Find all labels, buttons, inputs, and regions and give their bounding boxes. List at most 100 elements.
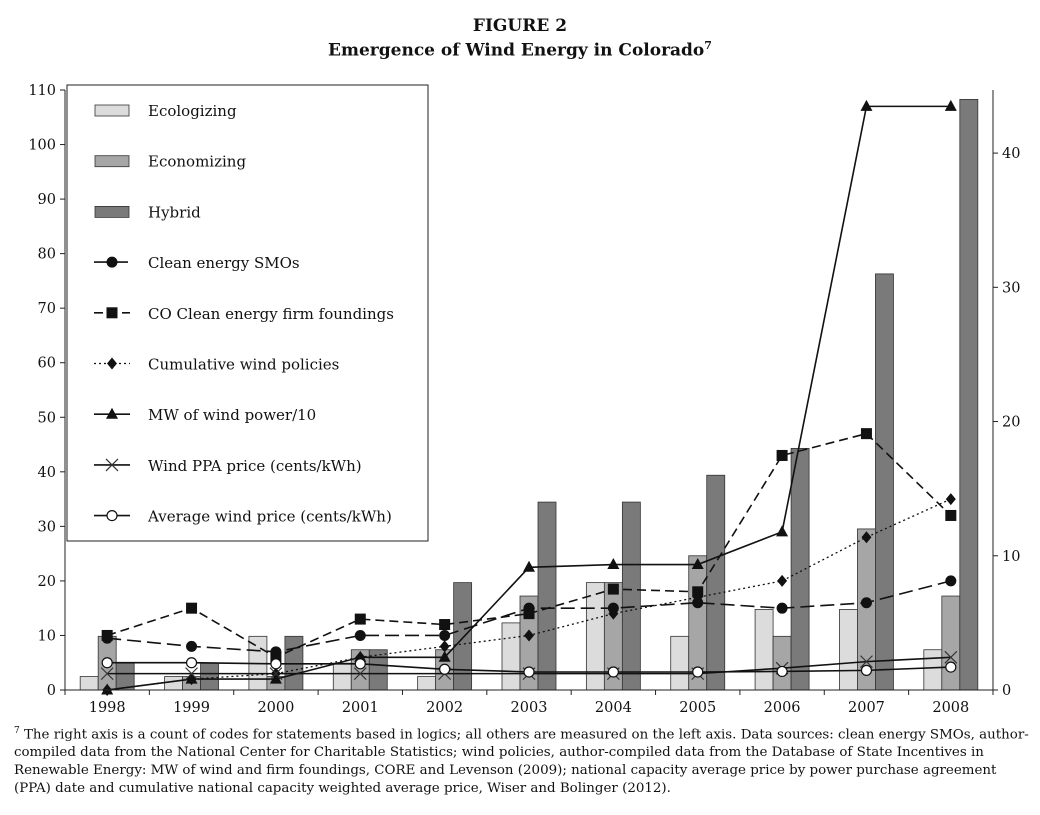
point-mw-of-wind-power-10-2000 (269, 672, 282, 684)
point-wind-ppa-price-cents-kwh-2007-stroke-b (860, 655, 873, 669)
legend-entry-average-wind-price-cents-kwh-marker-shape (106, 509, 118, 522)
bar-hybrid-2004 (621, 501, 641, 691)
right-tick-label-40: 40 (1002, 146, 1020, 162)
legend-entry-mw-of-wind-power-10-marker-shape (106, 407, 118, 419)
point-mw-of-wind-power-10-2006 (776, 525, 789, 537)
left-tick-label-0: 0 (47, 683, 56, 699)
point-cumulative-wind-policies-2006 (777, 574, 788, 587)
point-average-wind-price-cents-kwh-2006 (776, 665, 788, 678)
right-tick-label-20: 20 (1002, 415, 1020, 431)
legend-entry-hybrid-label: Hybrid (148, 203, 201, 221)
bar-economizing-2006 (772, 635, 792, 691)
x-tick-label-2005: 2005 (679, 700, 716, 715)
point-clean-energy-smos-2002-shape (439, 629, 451, 641)
point-wind-ppa-price-cents-kwh-1999-stroke-b (185, 667, 198, 681)
point-cumulative-wind-policies-2002 (439, 640, 450, 653)
x-tick-label-2008: 2008 (932, 700, 969, 715)
point-mw-of-wind-power-10-2001 (354, 650, 367, 662)
point-average-wind-price-cents-kwh-2006-shape (776, 665, 788, 678)
point-average-wind-price-cents-kwh-1998-shape (101, 657, 113, 669)
point-mw-of-wind-power-10-2008 (944, 99, 957, 111)
bar-hybrid-2008 (959, 98, 979, 691)
point-mw-of-wind-power-10-2000-shape (269, 672, 282, 684)
point-cumulative-wind-policies-2005 (692, 591, 703, 604)
point-average-wind-price-cents-kwh-2000 (270, 658, 282, 670)
legend-entry-clean-energy-smos-marker (106, 256, 118, 268)
point-average-wind-price-cents-kwh-2004 (607, 666, 619, 678)
legend-entry-economizing-label: Economizing (148, 153, 246, 171)
left-tick-label-60: 60 (38, 356, 56, 372)
bar-ecologizing-2008 (923, 649, 943, 691)
point-average-wind-price-cents-kwh-1999 (185, 657, 198, 669)
x-tick-label-1998: 1998 (89, 700, 126, 715)
bar-economizing-2008 (941, 595, 961, 691)
point-mw-of-wind-power-10-2002-shape (438, 650, 451, 662)
point-clean-energy-smos-2008-shape (945, 575, 957, 587)
point-mw-of-wind-power-10-2006-shape (776, 525, 789, 537)
point-co-clean-energy-firm-foundings-1998 (101, 629, 113, 641)
legend-entry-average-wind-price-cents-kwh: Average wind price (cents/kWh) (94, 508, 392, 526)
legend-entry-average-wind-price-cents-kwh-label: Average wind price (cents/kWh) (147, 508, 392, 526)
legend-entry-co-clean-energy-firm-foundings: CO Clean energy firm foundings (94, 305, 394, 323)
point-average-wind-price-cents-kwh-2008-shape (945, 661, 957, 673)
point-co-clean-energy-firm-foundings-2002 (439, 619, 451, 631)
footnote-text: The right axis is a count of codes for s… (14, 727, 1029, 797)
point-wind-ppa-price-cents-kwh-2000 (269, 667, 283, 681)
point-mw-of-wind-power-10-2007-shape (860, 99, 873, 111)
x-tick-label-2006: 2006 (764, 700, 801, 715)
point-clean-energy-smos-2007-shape (860, 597, 872, 609)
point-mw-of-wind-power-10-2003-shape (523, 560, 535, 572)
point-mw-of-wind-power-10-2005 (691, 558, 704, 570)
legend-entry-hybrid-swatch (94, 205, 130, 218)
point-average-wind-price-cents-kwh-1998 (101, 657, 113, 669)
point-co-clean-energy-firm-foundings-2006-shape (776, 449, 788, 461)
point-cumulative-wind-policies-2007 (861, 531, 872, 544)
legend-entry-cumulative-wind-policies-label: Cumulative wind policies (148, 356, 339, 374)
point-cumulative-wind-policies-2008 (945, 493, 956, 506)
point-wind-ppa-price-cents-kwh-2008-stroke-b (944, 650, 958, 664)
point-average-wind-price-cents-kwh-2005 (692, 666, 704, 678)
point-wind-ppa-price-cents-kwh-2007 (860, 655, 873, 669)
x-tick-label-2007: 2007 (848, 700, 885, 715)
x-tick-label-2002: 2002 (426, 700, 463, 715)
legend: Ecologizing Economizing Hybrid Clean energy… (66, 84, 429, 542)
legend-entry-ecologizing-swatch (94, 104, 130, 117)
right-tick-label-30: 30 (1002, 280, 1020, 296)
point-wind-ppa-price-cents-kwh-1999 (185, 667, 198, 681)
point-clean-energy-smos-2001 (354, 629, 366, 641)
legend-entry-average-wind-price-cents-kwh-marker (106, 509, 118, 522)
point-co-clean-energy-firm-foundings-2004 (607, 583, 619, 595)
point-average-wind-price-cents-kwh-2002-shape (439, 663, 451, 675)
point-cumulative-wind-policies-2005-shape (692, 591, 703, 604)
point-cumulative-wind-policies-2008-shape (945, 493, 956, 506)
point-wind-ppa-price-cents-kwh-2001-stroke-b (353, 667, 367, 681)
point-clean-energy-smos-1999 (186, 640, 198, 652)
point-wind-ppa-price-cents-kwh-2001 (353, 667, 367, 681)
legend-entry-wind-ppa-price-cents-kwh-marker (105, 458, 119, 472)
bar-ecologizing-1998 (79, 676, 99, 691)
right-tick-label-0: 0 (1002, 683, 1011, 699)
x-tick-label-2004: 2004 (595, 700, 632, 715)
point-average-wind-price-cents-kwh-2002 (439, 663, 451, 675)
point-mw-of-wind-power-10-1999-shape (185, 672, 198, 684)
legend-entry-co-clean-energy-firm-foundings-label: CO Clean energy firm foundings (148, 305, 394, 323)
point-clean-energy-smos-2002 (439, 629, 451, 641)
bar-ecologizing-2001 (332, 662, 352, 691)
left-tick-label-40: 40 (38, 465, 56, 481)
axes-layer: 0 10 20 30 40 50 60 70 80 90 100 110 0 10 20 30 40 1998 19… (28, 83, 1020, 715)
legend-entry-economizing-swatch (94, 155, 130, 168)
point-mw-of-wind-power-10-1998 (101, 683, 114, 695)
point-average-wind-price-cents-kwh-2001 (354, 658, 366, 670)
x-tick-label-2001: 2001 (342, 700, 379, 715)
bar-hybrid-2006 (790, 447, 810, 691)
figure-label: FIGURE 2 (472, 16, 568, 36)
point-wind-ppa-price-cents-kwh-2008 (944, 650, 958, 664)
point-co-clean-energy-firm-foundings-2000-shape (270, 651, 282, 663)
left-tick-label-70: 70 (38, 301, 56, 317)
point-average-wind-price-cents-kwh-2003-shape (523, 666, 535, 678)
right-tick-label-10: 10 (1002, 549, 1020, 565)
legend-entry-mw-of-wind-power-10-marker (106, 407, 118, 419)
point-wind-ppa-price-cents-kwh-2000-stroke-b (269, 667, 283, 681)
point-mw-of-wind-power-10-2002 (438, 650, 451, 662)
figure-title: Emergence of Wind Energy in Colorado7 (0, 39, 1040, 61)
